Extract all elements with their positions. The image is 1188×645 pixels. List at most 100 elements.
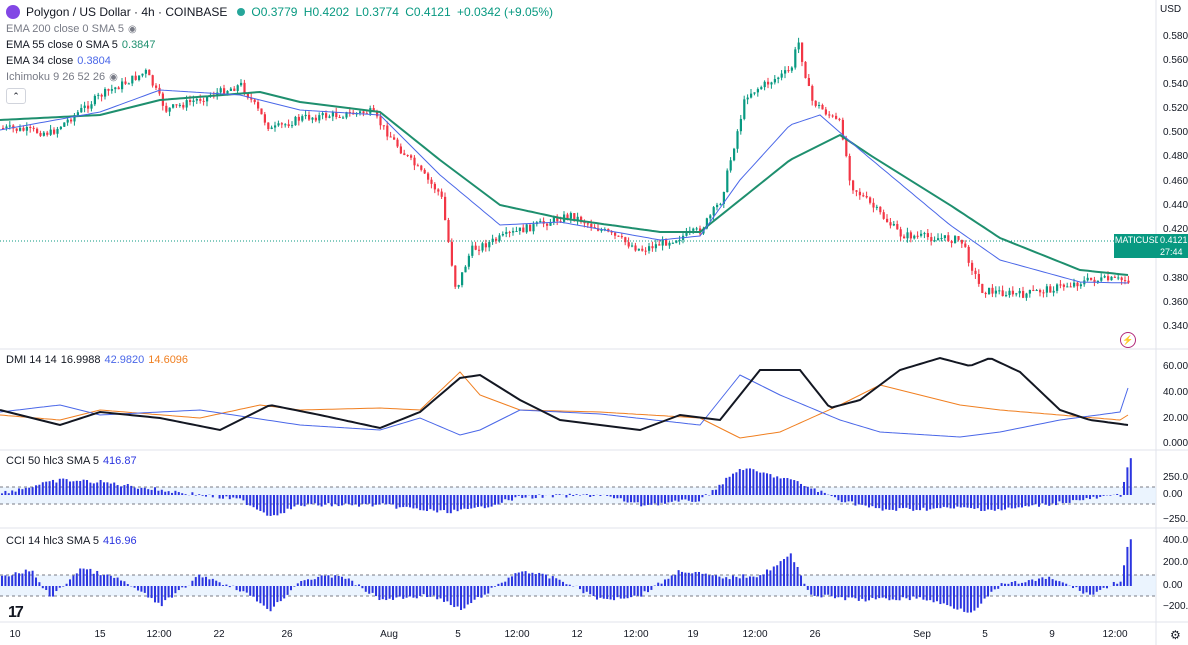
cci-bar [538, 572, 541, 586]
cci-bar [738, 468, 741, 495]
cci-bar [225, 584, 228, 586]
cci-bar [198, 494, 201, 495]
candle-body [175, 104, 178, 106]
cci-bar [480, 495, 483, 507]
cci-bar [194, 495, 197, 496]
cci-bar [970, 495, 972, 509]
candle-body [83, 105, 86, 108]
cci-bar [1082, 586, 1085, 594]
candle-body [104, 89, 107, 97]
cci-bar [303, 580, 306, 586]
candle-body [811, 85, 814, 101]
cci-bar [531, 572, 534, 586]
tradingview-logo-icon[interactable]: 17 [8, 604, 24, 621]
cci-bar [147, 586, 150, 598]
candle-body [223, 88, 226, 95]
cci-bar [147, 489, 150, 495]
cci-bar [596, 586, 598, 600]
currency-label[interactable]: USD [1160, 4, 1182, 15]
candle-body [1005, 295, 1008, 297]
candle-body [240, 82, 243, 86]
cci-bar [154, 586, 156, 603]
cci50-legend[interactable]: CCI 50 hlc3 SMA 5 416.87 [6, 455, 137, 467]
candle-body [461, 272, 464, 286]
candle-body [838, 118, 841, 120]
candle-body [777, 77, 780, 80]
eye-off-icon[interactable]: ◉ [128, 23, 137, 35]
cci-bar [888, 586, 891, 601]
candle-body [246, 93, 249, 98]
cci-bar [531, 495, 534, 499]
ema200-legend[interactable]: EMA 200 close 0 SMA 5 ◉ [6, 23, 137, 35]
candle-body [546, 223, 549, 226]
cci-bar [279, 495, 282, 514]
eye-off-icon[interactable]: ◉ [109, 71, 118, 83]
candle-body [576, 216, 579, 221]
candle-body [270, 127, 273, 130]
candle-body [1107, 276, 1110, 281]
cci-bar [1089, 586, 1091, 595]
candle-body [950, 241, 953, 243]
cci-bar [120, 580, 122, 586]
ohlc-values: O0.3779 H0.4202 L0.3774 C0.4121 +0.0342 … [251, 5, 556, 19]
candle-body [501, 234, 504, 236]
cci-bar [477, 495, 479, 507]
candle-body [573, 213, 576, 221]
change-value: +0.0342 (+9.05%) [456, 5, 554, 19]
cci-bar [103, 482, 105, 495]
time-tick-label: 12 [571, 629, 583, 640]
cci-bar [133, 586, 136, 588]
cci-bar [31, 570, 34, 586]
cci-bar [470, 586, 473, 604]
cci-bar [55, 482, 58, 495]
gear-icon[interactable]: ⚙ [1170, 628, 1181, 642]
cci-bar [970, 586, 972, 613]
cci-bar [364, 495, 367, 505]
candle-body [236, 85, 239, 91]
candle-body [780, 73, 783, 78]
ichimoku-label: Ichimoku 9 26 52 26 [6, 71, 106, 83]
last-price-tag: 0.4121 27:44 [1158, 234, 1188, 258]
candle-body [90, 104, 93, 109]
cci-bar [453, 495, 456, 510]
cci-bar [925, 495, 928, 511]
cci-bar [1044, 578, 1047, 586]
cci-bar [813, 586, 816, 596]
ema34-legend[interactable]: EMA 34 close 0.3804 [6, 55, 111, 67]
cci-bar [674, 495, 677, 501]
cci-bar [990, 586, 993, 592]
cci-bar [1116, 493, 1119, 495]
cci14-legend[interactable]: CCI 14 hlc3 SMA 5 416.96 [6, 535, 137, 547]
cci-bar [1119, 581, 1122, 586]
candle-body [923, 233, 926, 235]
cci-bar [592, 586, 595, 597]
cci-bar [551, 495, 554, 498]
candle-body [930, 237, 933, 241]
ema55-legend[interactable]: EMA 55 close 0 SMA 5 0.3847 [6, 39, 156, 51]
cci-bar [160, 586, 163, 607]
lightning-icon[interactable]: ⚡ [1120, 332, 1136, 348]
cci-bar [871, 586, 874, 598]
candle-body [165, 105, 168, 112]
dmi-legend[interactable]: DMI 14 14 16.9988 42.9820 14.6096 [6, 354, 188, 366]
cci-bar [106, 574, 109, 586]
cci-bar [1000, 583, 1003, 586]
symbol-title[interactable]: Polygon / US Dollar · 4h · COINBASE [26, 5, 228, 19]
cci-bar [1055, 580, 1057, 586]
di-plus-line [0, 374, 1129, 438]
cci-bar [14, 572, 17, 586]
candle-body [345, 112, 348, 118]
cci-bar [415, 495, 418, 509]
cci-bar [405, 495, 408, 507]
cci-bar [885, 495, 887, 510]
cci-bar [922, 586, 925, 600]
candle-body [648, 246, 651, 251]
ichimoku-legend[interactable]: Ichimoku 9 26 52 26 ◉ [6, 71, 118, 83]
cci-bar [1038, 495, 1040, 507]
cci-bar [752, 469, 755, 495]
collapse-legend-button[interactable]: ⌃ [6, 88, 26, 104]
cci-bar [667, 578, 670, 586]
